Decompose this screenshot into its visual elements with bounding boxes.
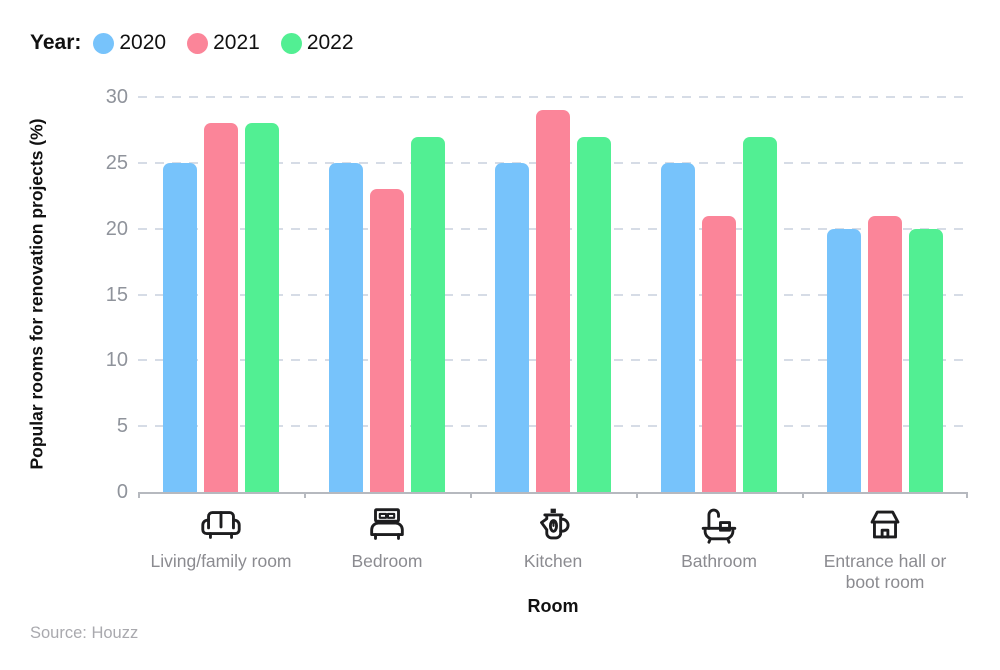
bathtub-icon — [701, 508, 737, 544]
legend-label: 2022 — [306, 31, 354, 54]
bar-2022-entrance-hall-or-boot-room — [909, 228, 943, 492]
category-icon-cell — [138, 500, 304, 548]
y-tick-label-15: 15 — [105, 283, 128, 306]
legend-item-2021[interactable]: 2021 — [187, 31, 260, 55]
legend: Year: 2020 2021 2022 — [30, 30, 375, 56]
source-note: Source: Houzz — [30, 624, 139, 642]
category-icon-cell — [304, 500, 470, 548]
category-label-bedroom: Bedroom — [304, 551, 470, 572]
y-tick-label-10: 10 — [105, 349, 128, 372]
legend-swatch-2022 — [280, 32, 302, 54]
y-tick-label-25: 25 — [105, 151, 128, 174]
plot-area — [138, 96, 968, 498]
category-label-text: Bathroom — [681, 551, 757, 571]
bar-2020-entrance-hall-or-boot-room — [827, 228, 861, 492]
legend-item-2020[interactable]: 2020 — [93, 31, 166, 55]
bar-2021-living-family-room — [204, 123, 238, 492]
category-label-living-family-room: Living/family room — [138, 551, 304, 572]
bar-2022-bathroom — [743, 136, 777, 492]
bar-2020-living-family-room — [163, 162, 197, 492]
sofa-icon — [201, 511, 241, 539]
category-label-text: Entrance hall or boot room — [823, 551, 947, 593]
category-label-text: Bedroom — [351, 551, 423, 571]
house-icon — [870, 510, 900, 539]
legend-title: Year: — [30, 31, 82, 54]
bar-2020-bathroom — [661, 162, 695, 492]
bar-2021-kitchen — [536, 110, 570, 492]
category-label-bathroom: Bathroom — [636, 551, 802, 572]
x-axis-tick — [802, 492, 804, 498]
bar-2021-entrance-hall-or-boot-room — [868, 215, 902, 492]
gridline-30 — [138, 96, 968, 98]
bar-2022-living-family-room — [245, 123, 279, 492]
x-axis-tick — [304, 492, 306, 498]
legend-label: 2020 — [119, 31, 167, 54]
x-axis-tick — [966, 492, 968, 498]
x-axis-tick — [138, 492, 140, 498]
category-label-entrance-hall-or-boot-room: Entrance hall or boot room — [802, 551, 968, 594]
x-axis-line — [138, 492, 968, 494]
bar-2021-bedroom — [370, 189, 404, 492]
legend-swatch-2020 — [93, 32, 115, 54]
bed-icon — [370, 508, 404, 540]
legend-label: 2021 — [213, 31, 260, 54]
y-tick-label-5: 5 — [116, 415, 128, 438]
category-icon-cell — [802, 500, 968, 548]
y-axis-title: Popular rooms for renovation projects (%… — [26, 118, 47, 470]
bar-2022-kitchen — [577, 136, 611, 492]
y-tick-label-20: 20 — [105, 217, 128, 240]
x-axis-title: Room — [527, 596, 579, 616]
y-tick-label-0: 0 — [116, 481, 128, 503]
category-label-text: Living/family room — [150, 551, 292, 571]
kettle-icon — [540, 508, 570, 540]
y-tick-label-30: 30 — [105, 86, 128, 108]
bar-2022-bedroom — [411, 136, 445, 492]
x-axis-tick — [470, 492, 472, 498]
category-label-text: Kitchen — [523, 551, 583, 571]
bar-2020-kitchen — [495, 162, 529, 492]
bar-2021-bathroom — [702, 215, 736, 492]
category-icon-cell — [636, 500, 802, 548]
legend-item-2022[interactable]: 2022 — [280, 31, 354, 55]
category-label-kitchen: Kitchen — [470, 551, 636, 572]
bar-2020-bedroom — [329, 162, 363, 492]
category-icon-cell — [470, 500, 636, 548]
x-axis-tick — [636, 492, 638, 498]
legend-swatch-2021 — [187, 32, 209, 54]
